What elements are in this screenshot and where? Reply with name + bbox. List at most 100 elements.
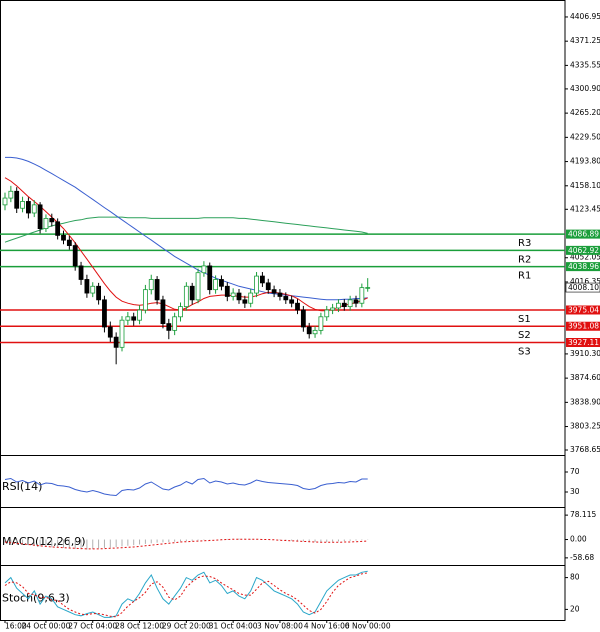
last-price-tag — [565, 282, 600, 293]
candle-body — [102, 299, 107, 328]
level-name: R3 — [518, 238, 531, 249]
candle-body — [72, 245, 78, 267]
candle-body — [137, 309, 142, 321]
candle-body — [37, 204, 43, 230]
candle-body — [43, 218, 49, 230]
candle-body — [248, 292, 254, 304]
candle-body — [341, 302, 347, 308]
candle-body — [236, 292, 242, 301]
level-tag — [566, 245, 600, 255]
y-tick-label: 70 — [570, 467, 580, 476]
indicator-line — [4, 477, 368, 497]
y-tick-label: 4123.45 — [570, 204, 600, 213]
candle-body — [14, 190, 20, 209]
candle-body — [213, 279, 219, 291]
indicator-line — [4, 570, 368, 618]
candle-body — [242, 299, 248, 304]
y-tick-label: 4052.05 — [570, 253, 600, 262]
candle-body — [289, 299, 295, 304]
candle-body — [259, 275, 265, 284]
candle-body — [224, 285, 230, 297]
y-tick-label: 4229.50 — [570, 132, 600, 141]
y-tick-label: 4193.80 — [570, 157, 600, 166]
indicator-line — [4, 216, 368, 243]
indicator-title: MACD(12,26,9) — [2, 535, 86, 548]
x-tick-label: 24 Oct 00:00 — [21, 622, 70, 631]
candle-body — [113, 336, 119, 348]
level-tag-label: 3951.08 — [568, 322, 599, 331]
y-tick-label: -58.68 — [570, 553, 594, 562]
y-tick-label: 78.115 — [570, 510, 596, 519]
candle-body — [172, 316, 178, 331]
y-tick-label: 4265.20 — [570, 108, 600, 117]
candle-body — [324, 309, 330, 318]
x-tick-label: 28 Oct 12:00 — [115, 622, 164, 631]
candle-body — [353, 299, 359, 304]
candle-body — [207, 265, 213, 291]
candle-body — [347, 299, 353, 308]
candle-body — [148, 279, 154, 291]
y-tick-label: 4406.95 — [570, 12, 600, 21]
candle-body — [125, 316, 131, 321]
x-tick-label: 3 Nov 08:00 — [257, 622, 303, 631]
candle-body — [160, 299, 166, 324]
x-tick-label: 6 Nov 00:00 — [345, 622, 391, 631]
candle-body — [336, 302, 341, 309]
candle-body — [31, 204, 37, 214]
level-tag — [566, 338, 600, 348]
x-tick-label: 31 Oct 04:00 — [209, 622, 258, 631]
y-tick-label: 3874.60 — [570, 373, 600, 382]
panel-frame — [0, 565, 566, 621]
y-tick-label: 4335.55 — [570, 60, 600, 69]
candle-body — [178, 306, 183, 318]
candle-body — [119, 319, 125, 348]
level-name: R1 — [518, 271, 531, 282]
y-tick-label: 30 — [570, 487, 580, 496]
level-tag — [566, 305, 600, 315]
indicator-title: RSI(14) — [2, 480, 42, 493]
candle-body — [330, 307, 336, 311]
candle-body — [61, 234, 66, 241]
candle-body — [201, 265, 207, 274]
candle-body — [142, 289, 148, 311]
candle-body — [25, 201, 31, 214]
y-tick-label: 0.00 — [570, 535, 587, 544]
candle-body — [55, 221, 61, 236]
level-tag-label: 3927.11 — [568, 338, 599, 347]
candle-body — [90, 285, 96, 294]
level-tag-label: 4086.89 — [568, 230, 599, 239]
candle-body — [230, 292, 236, 297]
candle-body — [78, 265, 84, 280]
candle-body — [84, 279, 90, 294]
level-tag-label: 3975.04 — [568, 305, 599, 314]
indicator-line — [4, 572, 368, 618]
candle-body — [20, 201, 25, 209]
x-tick-label: 29 Oct 20:00 — [162, 622, 211, 631]
level-name: R2 — [518, 254, 531, 265]
x-tick-label: 27 Oct 04:00 — [68, 622, 117, 631]
candle-body — [96, 285, 101, 301]
level-name: S1 — [518, 314, 531, 325]
candle-body — [295, 302, 300, 311]
candle-body — [49, 218, 55, 223]
level-tag-label: 4062.92 — [568, 246, 599, 255]
level-tag — [566, 321, 600, 331]
y-tick-label: 3838.90 — [570, 397, 600, 406]
candle-body — [195, 272, 201, 301]
y-tick-label: 4300.90 — [570, 84, 600, 93]
y-tick-label: 3910.30 — [570, 349, 600, 358]
candle-body — [66, 239, 72, 246]
indicator-line — [5, 156, 368, 301]
candle-body — [254, 275, 259, 294]
indicator-line — [4, 538, 368, 550]
level-tag-label: 4038.96 — [568, 262, 599, 271]
y-tick-label: 20 — [570, 604, 580, 613]
level-tag — [566, 262, 600, 272]
y-tick-label: 4371.25 — [570, 36, 600, 45]
y-tick-label: 4016.35 — [570, 277, 600, 286]
level-name: S2 — [518, 330, 531, 341]
candle-body — [300, 309, 306, 328]
candle-body — [365, 287, 371, 289]
level-tag — [566, 229, 600, 239]
